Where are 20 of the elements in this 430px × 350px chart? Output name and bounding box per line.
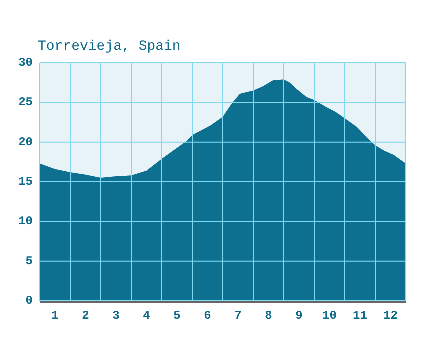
x-tick-label: 11 (353, 309, 368, 323)
y-tick-label: 25 (18, 96, 33, 110)
y-tick-label: 10 (18, 214, 33, 229)
x-tick-label: 6 (204, 309, 212, 323)
y-tick-label: 15 (18, 175, 33, 189)
x-tick-label: 2 (82, 309, 90, 323)
x-tick-label: 4 (143, 309, 150, 323)
x-tick-label: 10 (322, 309, 337, 323)
y-tick-label: 0 (26, 294, 33, 308)
y-tick-label: 20 (18, 135, 33, 150)
x-tick-label: 12 (384, 309, 398, 323)
x-tick-label: 8 (265, 309, 272, 323)
x-tick-label: 1 (52, 309, 59, 323)
y-tick-label: 5 (26, 254, 33, 268)
x-tick-label: 7 (234, 309, 242, 323)
x-tick-label: 5 (174, 309, 181, 323)
x-tick-label: 3 (112, 309, 120, 323)
chart-title: Torrevieja, Spain (38, 39, 181, 55)
x-tick-label: 9 (296, 309, 303, 323)
y-tick-label: 30 (18, 56, 33, 70)
